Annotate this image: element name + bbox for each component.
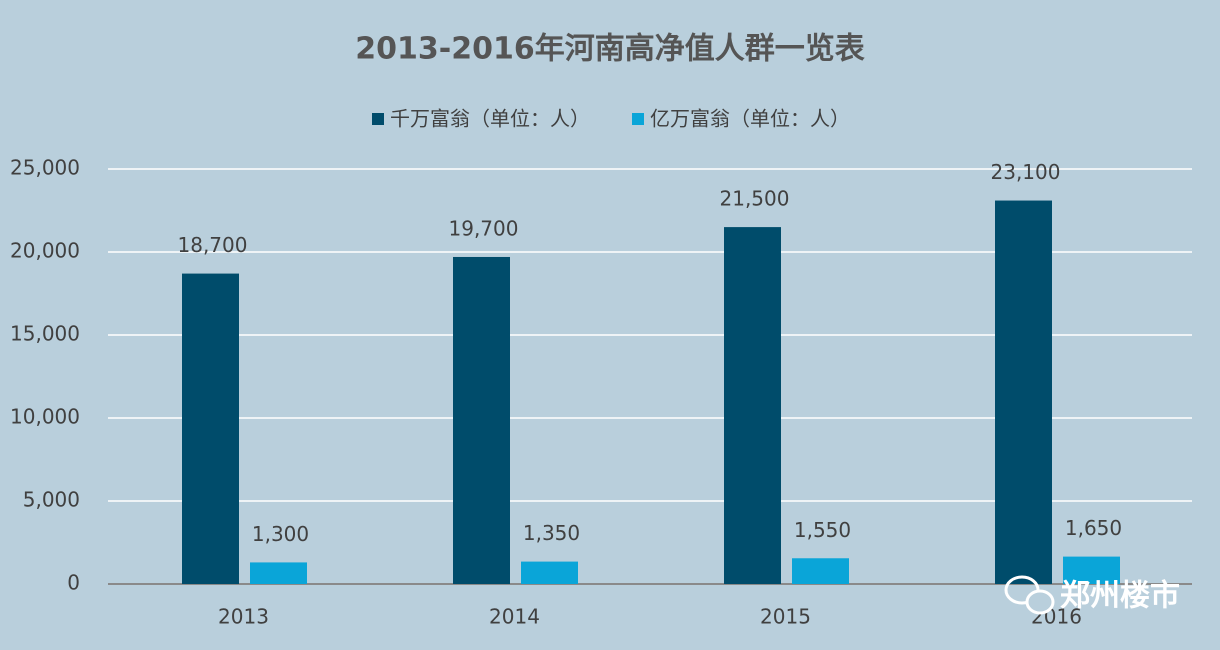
legend-swatch: [632, 113, 644, 125]
legend-label: 亿万富翁（单位：人）: [650, 107, 850, 131]
watermark-icon: [1025, 589, 1055, 615]
bar: [182, 273, 239, 584]
data-label: 23,100: [991, 160, 1061, 184]
bar: [724, 227, 781, 584]
y-tick-label: 10,000: [10, 405, 80, 429]
y-tick-label: 20,000: [10, 239, 80, 263]
watermark-text: 郑州楼市: [1060, 579, 1180, 614]
data-label: 1,300: [252, 522, 309, 546]
y-tick-label: 0: [67, 571, 80, 595]
chart-title: 2013-2016年河南高净值人群一览表: [355, 32, 864, 67]
bar: [521, 561, 578, 584]
bar: [250, 562, 307, 584]
x-tick-label: 2015: [760, 605, 811, 629]
bar: [995, 200, 1052, 585]
x-tick-label: 2013: [218, 605, 269, 629]
data-label: 1,550: [794, 518, 851, 542]
y-tick-label: 5,000: [23, 488, 80, 512]
data-label: 19,700: [449, 216, 519, 240]
data-label: 18,700: [178, 233, 248, 257]
bar: [453, 256, 510, 584]
watermark: 郑州楼市: [1004, 575, 1180, 615]
data-label: 1,650: [1065, 516, 1122, 540]
legend-swatch: [372, 113, 384, 125]
bar: [792, 558, 849, 584]
y-tick-label: 25,000: [10, 156, 80, 180]
legend-label: 千万富翁（单位：人）: [390, 107, 590, 131]
bar: [1063, 556, 1120, 584]
data-label: 1,350: [523, 521, 580, 545]
y-tick-label: 15,000: [10, 322, 80, 346]
x-tick-label: 2014: [489, 605, 540, 629]
data-label: 21,500: [720, 187, 790, 211]
